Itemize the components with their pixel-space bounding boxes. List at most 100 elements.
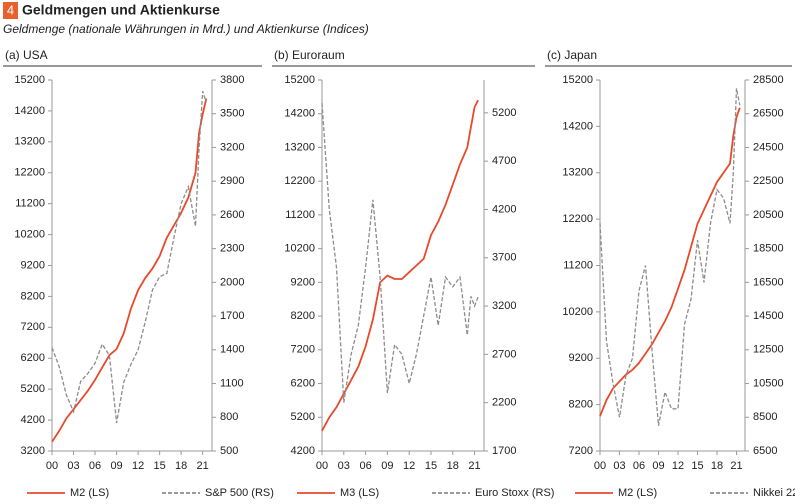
y2-tick-label: 6500 bbox=[753, 445, 777, 457]
y2-tick-label: 1700 bbox=[220, 310, 244, 322]
x-tick-label: 12 bbox=[132, 460, 144, 472]
y-tick-label: 6200 bbox=[21, 352, 45, 364]
y-tick-label: 11200 bbox=[285, 209, 315, 221]
y2-tick-label: 5200 bbox=[492, 107, 516, 119]
y2-tick-label: 3200 bbox=[492, 300, 516, 312]
y2-tick-label: 2200 bbox=[492, 397, 516, 409]
y-tick-label: 4200 bbox=[21, 414, 45, 426]
y-tick-label: 14200 bbox=[562, 120, 593, 132]
x-tick-label: 21 bbox=[468, 460, 480, 472]
y2-tick-label: 3800 bbox=[220, 74, 244, 86]
legend-label: M2 (LS) bbox=[618, 487, 657, 499]
series-line bbox=[51, 98, 208, 443]
y-tick-label: 10200 bbox=[14, 228, 45, 240]
series-line bbox=[51, 91, 207, 424]
y2-tick-label: 2700 bbox=[492, 348, 516, 360]
x-tick-label: 09 bbox=[110, 460, 122, 472]
series-line bbox=[321, 103, 479, 403]
y-tick-label: 15200 bbox=[562, 74, 593, 86]
x-tick-label: 06 bbox=[633, 460, 645, 472]
y-tick-label: 12200 bbox=[14, 167, 45, 179]
y2-tick-label: 1100 bbox=[220, 377, 244, 389]
y2-tick-label: 4700 bbox=[492, 155, 516, 167]
y2-tick-label: 12500 bbox=[753, 344, 784, 356]
figure-subtitle: Geldmenge (nationale Währungen in Mrd.) … bbox=[3, 22, 369, 36]
y-tick-label: 8200 bbox=[21, 290, 45, 302]
legend-label: S&P 500 (RS) bbox=[205, 487, 274, 499]
y-tick-label: 5200 bbox=[21, 383, 45, 395]
legend-label: M3 (LS) bbox=[340, 487, 379, 499]
y2-tick-label: 18500 bbox=[753, 243, 784, 255]
y-tick-label: 4200 bbox=[291, 445, 315, 457]
panel-title: (c) Japan bbox=[547, 48, 597, 62]
y2-tick-label: 2300 bbox=[220, 243, 244, 255]
y2-tick-label: 500 bbox=[220, 445, 238, 457]
panel-title: (a) USA bbox=[5, 48, 48, 62]
y-tick-label: 7200 bbox=[569, 445, 593, 457]
figure-title: Geldmengen und Aktienkurse bbox=[22, 2, 220, 18]
y-tick-label: 13200 bbox=[14, 136, 45, 148]
series-line bbox=[599, 107, 741, 417]
y-tick-label: 9200 bbox=[21, 259, 45, 271]
y-tick-label: 7200 bbox=[21, 321, 45, 333]
x-tick-label: 06 bbox=[89, 460, 101, 472]
y2-tick-label: 4200 bbox=[492, 203, 516, 215]
x-tick-label: 21 bbox=[730, 460, 742, 472]
y-tick-label: 3200 bbox=[21, 445, 45, 457]
x-tick-label: 03 bbox=[613, 460, 625, 472]
y-tick-label: 14200 bbox=[14, 105, 45, 117]
y-tick-label: 6200 bbox=[291, 377, 315, 389]
y-tick-label: 13200 bbox=[562, 167, 593, 179]
series-line bbox=[599, 88, 741, 426]
x-tick-label: 03 bbox=[67, 460, 79, 472]
y2-tick-label: 2000 bbox=[220, 276, 244, 288]
y-tick-label: 9200 bbox=[569, 352, 593, 364]
y2-tick-label: 1400 bbox=[220, 344, 244, 356]
y2-tick-label: 800 bbox=[220, 411, 238, 423]
y-tick-label: 13200 bbox=[284, 141, 315, 153]
x-tick-label: 15 bbox=[425, 460, 437, 472]
y-tick-label: 5200 bbox=[291, 411, 315, 423]
y2-tick-label: 3500 bbox=[220, 108, 244, 120]
y-tick-label: 12200 bbox=[284, 175, 315, 187]
y-tick-label: 7200 bbox=[291, 344, 315, 356]
y-tick-label: 8200 bbox=[291, 310, 315, 322]
y-tick-label: 11200 bbox=[563, 259, 593, 271]
y2-tick-label: 20500 bbox=[753, 209, 784, 221]
y2-tick-label: 8500 bbox=[753, 411, 777, 423]
x-tick-label: 15 bbox=[153, 460, 165, 472]
y-tick-label: 9200 bbox=[291, 276, 315, 288]
y2-tick-label: 16500 bbox=[753, 276, 784, 288]
x-tick-label: 09 bbox=[652, 460, 664, 472]
x-tick-label: 00 bbox=[594, 460, 606, 472]
y2-tick-label: 26500 bbox=[753, 108, 784, 120]
y2-tick-label: 1700 bbox=[492, 445, 516, 457]
number-box bbox=[3, 2, 18, 19]
y2-tick-label: 2600 bbox=[220, 209, 244, 221]
x-tick-label: 15 bbox=[691, 460, 703, 472]
x-tick-label: 12 bbox=[403, 460, 415, 472]
legend-label: Euro Stoxx (RS) bbox=[475, 487, 554, 499]
y-tick-label: 12200 bbox=[562, 213, 593, 225]
x-tick-label: 18 bbox=[175, 460, 187, 472]
y-tick-label: 15200 bbox=[284, 74, 315, 86]
x-tick-label: 18 bbox=[711, 460, 723, 472]
legend-label: M2 (LS) bbox=[70, 487, 109, 499]
x-tick-label: 00 bbox=[316, 460, 328, 472]
panel-title: (b) Euroraum bbox=[274, 48, 345, 62]
y2-tick-label: 24500 bbox=[753, 141, 784, 153]
y-tick-label: 8200 bbox=[569, 399, 593, 411]
x-tick-label: 18 bbox=[447, 460, 459, 472]
x-tick-label: 09 bbox=[381, 460, 393, 472]
x-tick-label: 06 bbox=[359, 460, 371, 472]
y2-tick-label: 14500 bbox=[753, 310, 784, 322]
y-tick-label: 10200 bbox=[562, 306, 593, 318]
y2-tick-label: 28500 bbox=[753, 74, 784, 86]
legend-label: Nikkei 225 (RS) bbox=[753, 487, 795, 499]
y2-tick-label: 10500 bbox=[753, 377, 784, 389]
x-tick-label: 21 bbox=[197, 460, 209, 472]
y2-tick-label: 3700 bbox=[492, 252, 516, 264]
y2-tick-label: 2900 bbox=[220, 175, 244, 187]
y-tick-label: 10200 bbox=[284, 243, 315, 255]
